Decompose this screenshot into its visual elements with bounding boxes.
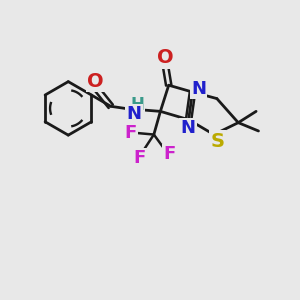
Text: N: N	[181, 119, 196, 137]
Text: F: F	[164, 145, 176, 163]
Text: O: O	[157, 48, 173, 68]
Text: F: F	[125, 124, 137, 142]
Text: O: O	[87, 72, 104, 91]
Text: F: F	[134, 149, 146, 167]
Text: N: N	[126, 105, 141, 123]
Text: N: N	[191, 80, 206, 98]
Text: S: S	[211, 132, 224, 151]
Text: H: H	[130, 96, 144, 114]
